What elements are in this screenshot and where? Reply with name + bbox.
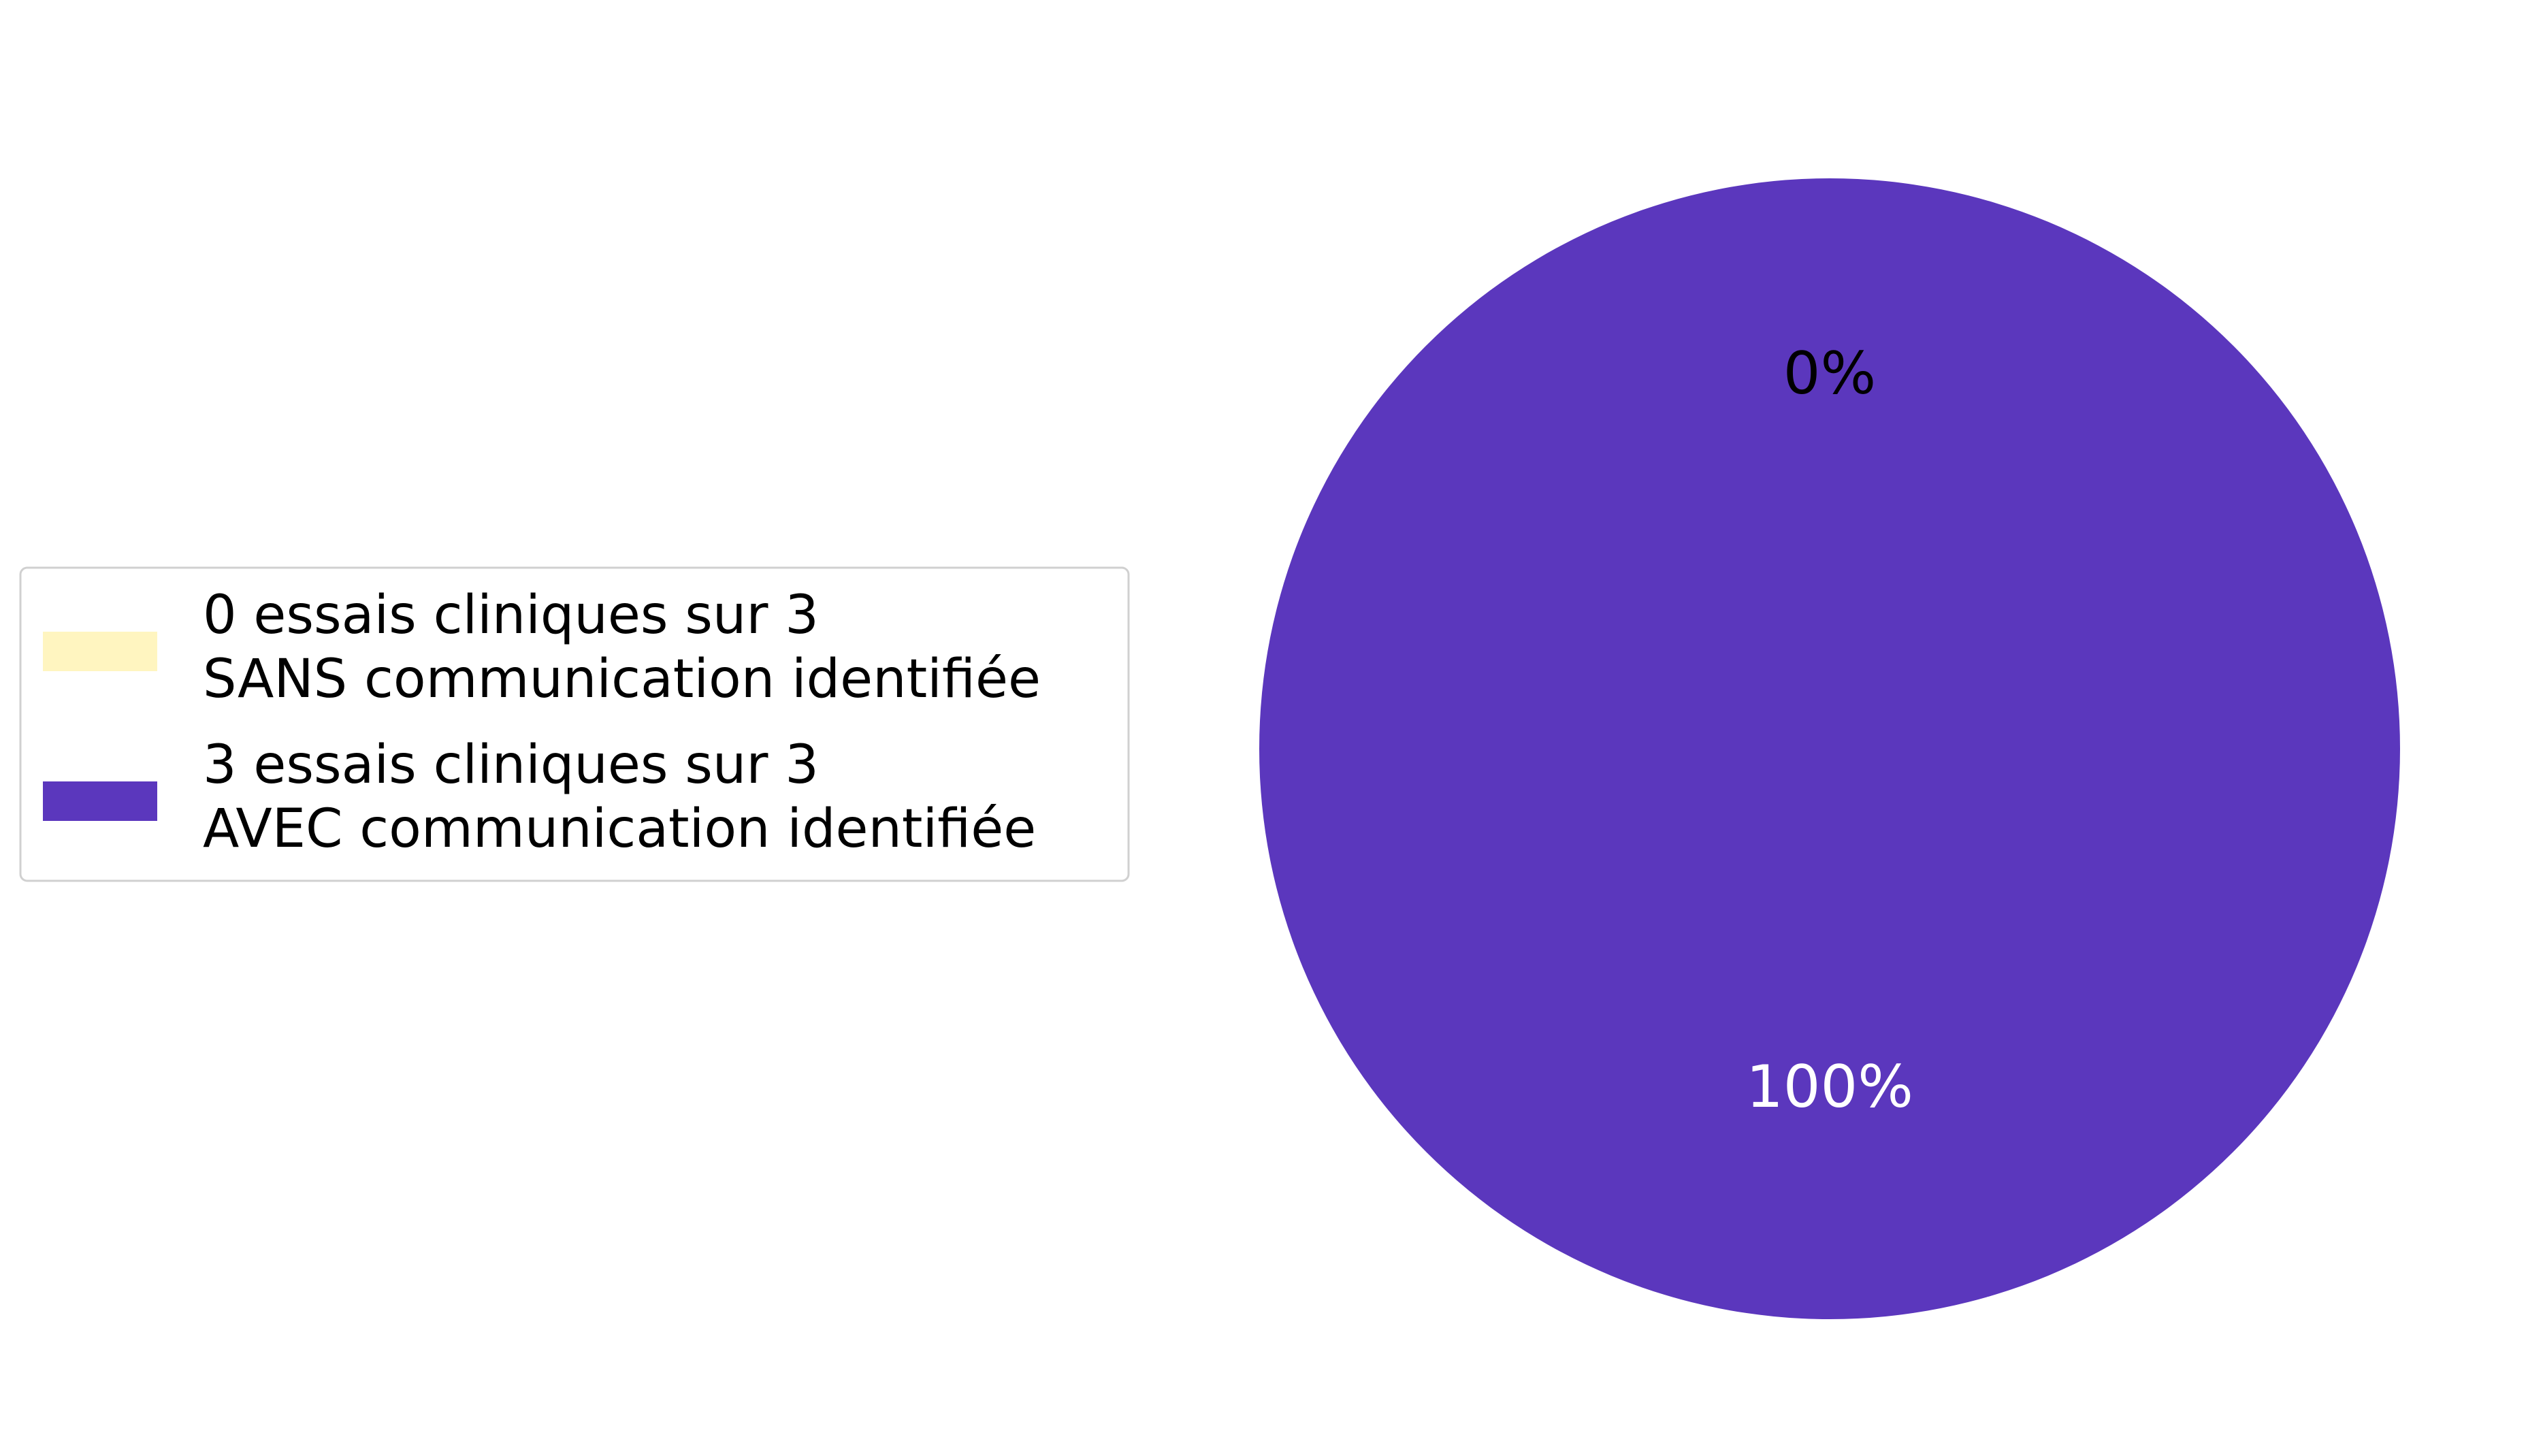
legend-entry-avec-line1: 3 essais cliniques sur 3 [203, 734, 819, 796]
legend-swatch-sans [43, 632, 157, 671]
legend-entry-avec-line2: AVEC communication identifiée [203, 798, 1036, 860]
pie-slice-avec [1259, 178, 2400, 1319]
legend-frame [19, 566, 1130, 882]
legend: 0 essais cliniques sur 3 SANS communicat… [19, 566, 1130, 882]
slice-label-sans: 0% [1783, 340, 1876, 408]
legend-entry-sans-line1: 0 essais cliniques sur 3 [203, 585, 819, 646]
legend-entry-sans-line2: SANS communication identifiée [203, 649, 1041, 710]
slice-label-avec: 100% [1746, 1053, 1913, 1121]
legend-swatch-avec [43, 781, 157, 821]
pie-slices [1259, 178, 2400, 1319]
